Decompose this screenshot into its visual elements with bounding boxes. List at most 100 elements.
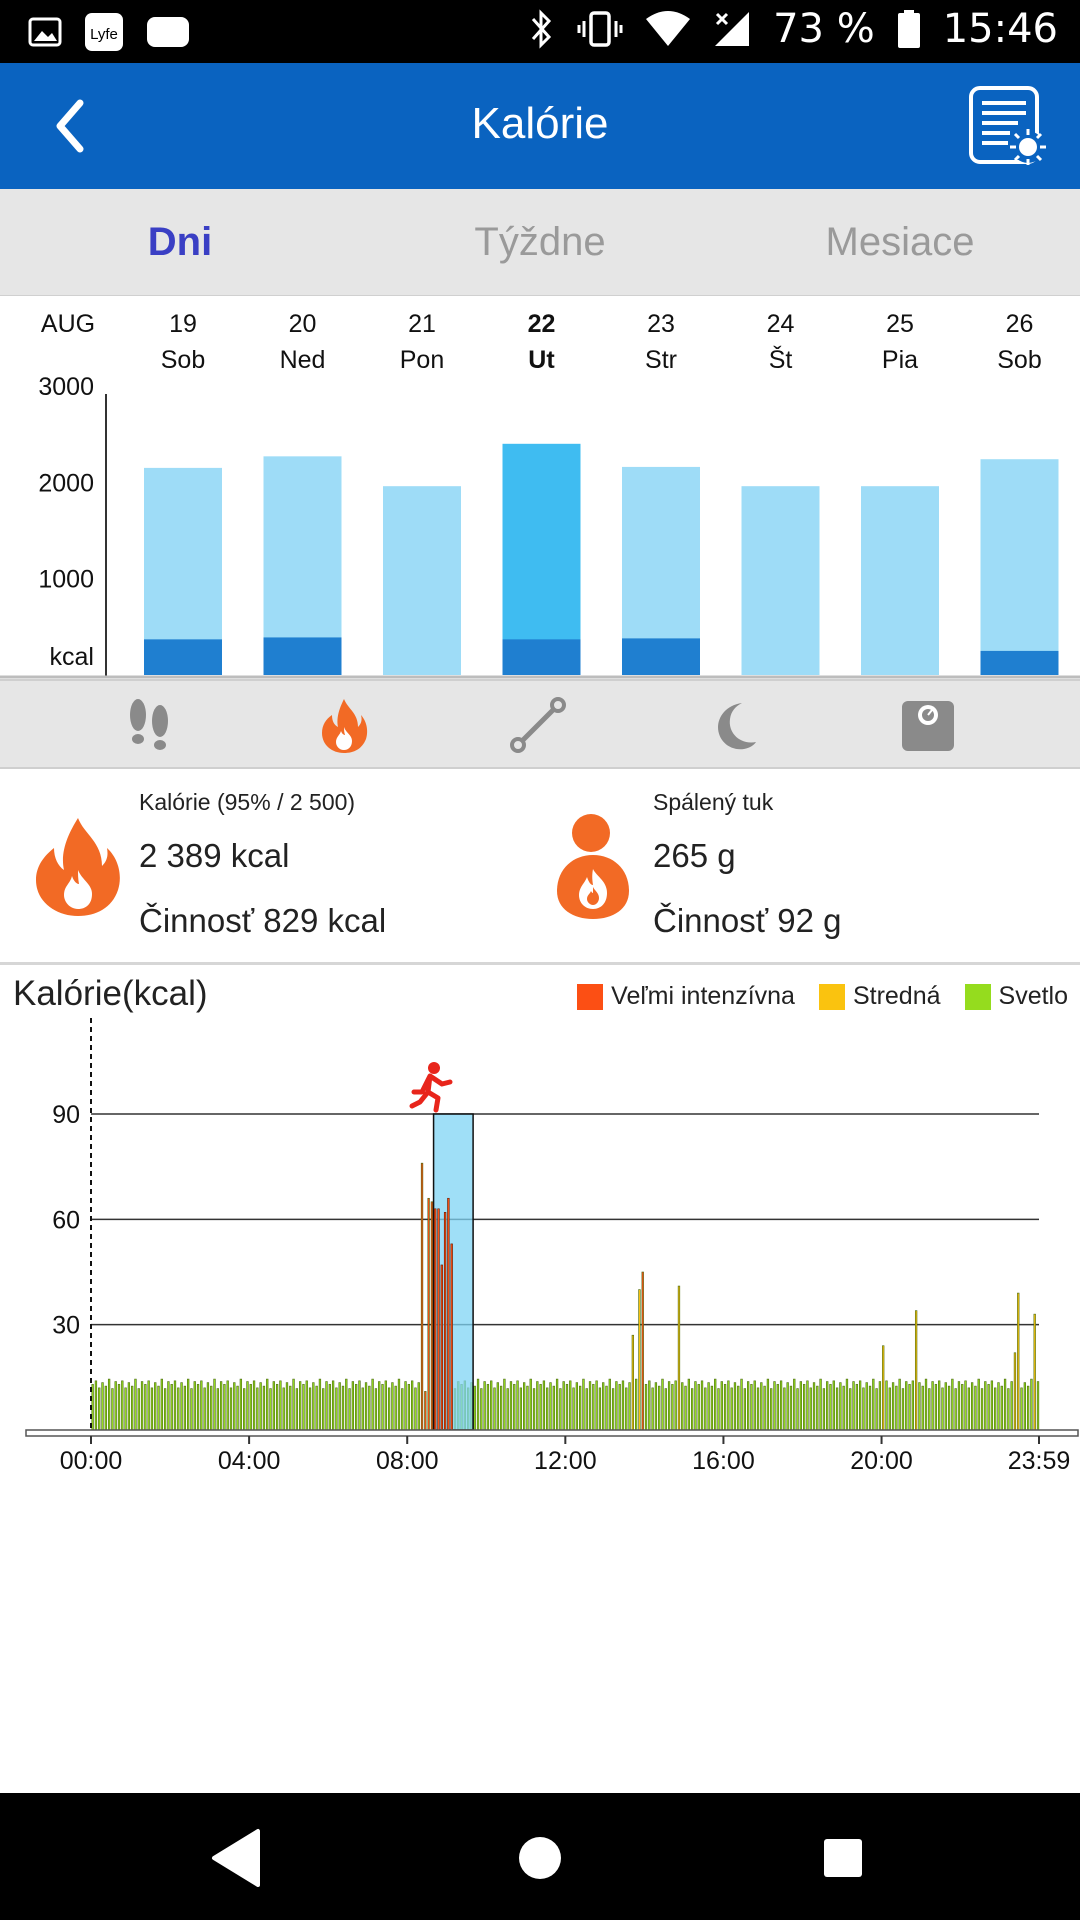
flame-large-icon	[36, 818, 120, 916]
nav-home-icon[interactable]	[505, 1823, 575, 1893]
wifi-icon	[646, 11, 691, 46]
bar-light	[746, 1381, 750, 1431]
week-bar-total[interactable]	[980, 459, 1059, 675]
bar-light	[177, 1387, 180, 1431]
lyfe-app-icon: Lyfe	[85, 13, 123, 51]
day-number[interactable]: 20	[289, 310, 317, 338]
bar-light	[223, 1384, 226, 1431]
bar-light	[845, 1378, 849, 1431]
bar-light	[526, 1385, 529, 1431]
bar-light	[348, 1388, 351, 1431]
bar-light	[328, 1384, 331, 1431]
day-name[interactable]: Pon	[400, 346, 444, 374]
footsteps-icon[interactable]	[120, 695, 180, 755]
bar-light	[496, 1382, 499, 1431]
bar-light	[299, 1381, 302, 1431]
bar-light	[635, 1378, 638, 1431]
day-name[interactable]: Str	[645, 346, 677, 374]
bar-very-intense	[427, 1197, 430, 1431]
week-bar-total[interactable]	[861, 486, 939, 675]
bar-very-intense	[420, 1162, 424, 1431]
bar-light	[572, 1387, 575, 1431]
bar-light	[233, 1382, 236, 1431]
tab-weeks[interactable]: Týždne	[474, 220, 606, 264]
bar-light	[934, 1384, 938, 1431]
day-name[interactable]: Sob	[161, 346, 205, 374]
flame-icon[interactable]	[314, 695, 374, 755]
tab-months[interactable]: Mesiace	[825, 220, 975, 264]
day-number[interactable]: 22	[528, 310, 556, 338]
bar-light	[196, 1384, 200, 1431]
day-name[interactable]: Pia	[882, 346, 918, 374]
bar-light	[980, 1388, 984, 1431]
week-bar-total[interactable]	[502, 443, 581, 675]
day-number[interactable]: 24	[767, 310, 795, 338]
bar-light	[147, 1380, 150, 1431]
day-number[interactable]: 25	[886, 310, 914, 338]
day-number[interactable]: 26	[1006, 310, 1034, 338]
week-bar-activity[interactable]	[144, 639, 222, 675]
bar-light	[667, 1381, 671, 1431]
bar-light	[964, 1380, 967, 1431]
bar-light	[905, 1381, 908, 1431]
bar-light	[710, 1385, 714, 1431]
bar-light	[891, 1382, 895, 1431]
bar-light	[783, 1387, 786, 1431]
bar-light	[124, 1387, 127, 1431]
day-number[interactable]: 23	[647, 310, 675, 338]
day-name[interactable]: Ned	[280, 346, 326, 374]
bar-light	[121, 1380, 124, 1431]
bar-light	[575, 1382, 579, 1431]
day-number[interactable]: 19	[169, 310, 197, 338]
week-bar-total[interactable]	[741, 486, 820, 675]
nav-recents-icon[interactable]	[808, 1823, 878, 1893]
bar-light	[285, 1382, 289, 1431]
week-bar-activity[interactable]	[263, 637, 342, 675]
chevron-left-icon[interactable]	[44, 93, 104, 159]
bar-light	[401, 1388, 404, 1431]
day-number[interactable]: 21	[408, 310, 436, 338]
bar-light	[615, 1381, 618, 1431]
bar-light	[114, 1381, 117, 1431]
bar-moderate	[677, 1285, 681, 1431]
week-bar-total[interactable]	[383, 486, 461, 675]
bar-light	[595, 1380, 598, 1431]
bar-light	[150, 1387, 154, 1431]
bar-light	[674, 1380, 677, 1431]
bar-very-intense	[434, 1208, 437, 1431]
bar-light	[931, 1381, 934, 1431]
tab-days[interactable]: Dni	[147, 220, 213, 264]
page-title: Kalórie	[471, 99, 609, 148]
legend-label: Svetlo	[998, 982, 1068, 1010]
scale-icon[interactable]	[900, 695, 956, 755]
bar-light	[203, 1387, 206, 1431]
bar-light	[796, 1388, 799, 1431]
bar-light	[681, 1382, 684, 1431]
bar-light	[924, 1378, 928, 1431]
bar-light	[829, 1384, 832, 1431]
bar-light	[961, 1384, 964, 1431]
route-icon[interactable]	[508, 695, 568, 755]
bar-light	[516, 1380, 519, 1431]
bar-light	[539, 1384, 542, 1431]
week-bar-activity[interactable]	[502, 639, 581, 675]
daily-x-tick: 04:00	[218, 1447, 281, 1475]
week-bar-activity[interactable]	[980, 650, 1059, 675]
workout-highlight[interactable]	[432, 1113, 474, 1431]
legend-swatch	[577, 983, 604, 1010]
bar-light	[131, 1385, 134, 1431]
day-name[interactable]: Sob	[997, 346, 1041, 374]
nav-back-icon[interactable]	[200, 1823, 270, 1893]
moon-icon[interactable]	[704, 695, 764, 755]
week-bar-activity[interactable]	[622, 638, 700, 675]
bar-light	[183, 1385, 187, 1431]
day-name[interactable]: Št	[769, 345, 793, 374]
bar-light	[868, 1385, 872, 1431]
bar-light	[621, 1380, 625, 1431]
day-name[interactable]: Ut	[528, 346, 555, 374]
report-settings-icon[interactable]	[968, 85, 1048, 167]
bar-light	[476, 1378, 480, 1431]
bar-light	[371, 1378, 374, 1431]
month-label: AUG	[41, 310, 95, 338]
